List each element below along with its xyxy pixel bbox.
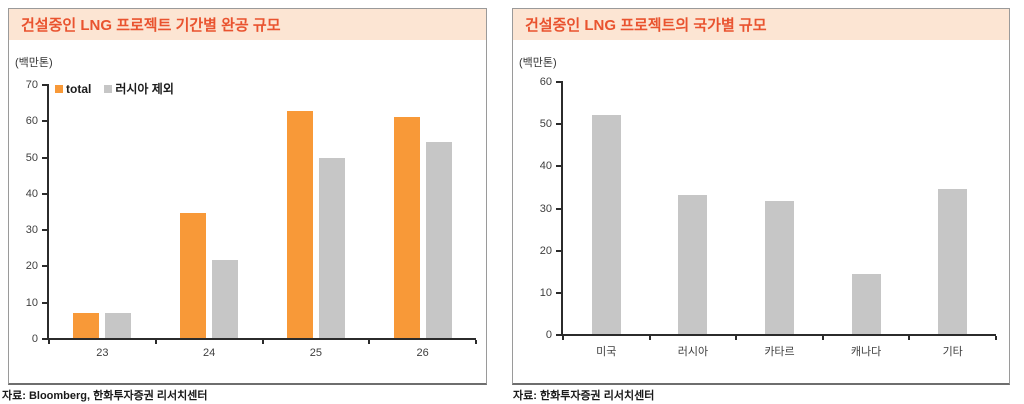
x-category-label: 미국 bbox=[596, 346, 617, 358]
x-tick bbox=[261, 340, 264, 344]
x-tick bbox=[821, 336, 824, 340]
x-tick bbox=[154, 340, 157, 344]
y-tick-label: 60 bbox=[25, 115, 38, 128]
y-tick-label: 60 bbox=[539, 76, 552, 88]
bar-chart-completion-by-year: 0 10 20 30 40 50 60 70 23 24 25 26 bbox=[9, 9, 486, 383]
bar-series0-cat2 bbox=[765, 201, 794, 334]
x-category-label: 26 bbox=[416, 347, 429, 359]
y-tick bbox=[42, 156, 47, 159]
bar-series1-cat3 bbox=[425, 142, 452, 338]
y-tick-label: 50 bbox=[539, 118, 552, 131]
source-note-right: 자료: 한화투자증권 리서치센터 bbox=[513, 390, 655, 402]
x-category-label: 카타르 bbox=[764, 346, 795, 358]
bar-series0-cat1 bbox=[180, 212, 207, 338]
bar-series0-cat2 bbox=[286, 111, 313, 338]
bar-series1-cat0 bbox=[105, 312, 132, 338]
bar-series1-cat1 bbox=[212, 259, 239, 338]
y-tick-label: 20 bbox=[25, 260, 38, 273]
y-tick bbox=[42, 84, 47, 86]
bar-series1-cat2 bbox=[318, 158, 345, 338]
chart-panel-by-country: 건설중인 LNG 프로젝트의 국가별 규모 (백만톤) 0 10 20 30 40 50 6… bbox=[512, 8, 1010, 385]
bar-series0-cat0 bbox=[73, 312, 100, 338]
y-axis-line bbox=[561, 81, 563, 336]
source-note-left: 자료: Bloomberg, 한화투자증권 리서치센터 bbox=[2, 390, 208, 402]
x-tick bbox=[562, 336, 564, 340]
x-category-label: 러시아 bbox=[677, 346, 709, 358]
y-tick bbox=[556, 291, 561, 294]
y-tick bbox=[556, 249, 561, 252]
chart-title-bar-left: 건설중인 LNG 프로젝트 기간별 완공 규모 bbox=[9, 9, 486, 40]
x-tick bbox=[475, 340, 477, 344]
x-category-label: 기타 bbox=[942, 346, 963, 358]
y-axis-unit-label-right: (백만톤) bbox=[519, 57, 557, 69]
y-tick-label: 10 bbox=[539, 286, 552, 299]
bar-series0-cat0 bbox=[591, 114, 621, 334]
legend-swatch-total bbox=[55, 84, 63, 93]
bar-series0-cat4 bbox=[938, 188, 968, 334]
x-tick bbox=[648, 336, 651, 340]
y-tick bbox=[556, 334, 561, 336]
chart-panel-completion-by-year: 건설중인 LNG 프로젝트 기간별 완공 규모 (백만톤) total 러시아 … bbox=[8, 8, 487, 385]
y-axis-unit-label-left: (백만톤) bbox=[15, 57, 53, 69]
y-tick bbox=[42, 265, 47, 268]
chart-title-bar-right: 건설중인 LNG 프로젝트의 국가별 규모 bbox=[513, 9, 1009, 40]
y-axis-line bbox=[47, 84, 49, 340]
y-tick-label: 40 bbox=[25, 187, 38, 200]
y-tick bbox=[42, 338, 47, 340]
y-tick bbox=[42, 120, 47, 123]
y-tick bbox=[556, 81, 561, 83]
bar-chart-by-country: 0 10 20 30 40 50 60 미국 러시아 카타르 캐나다 기타 bbox=[513, 9, 1009, 383]
legend-swatch-ex-russia bbox=[104, 84, 113, 93]
legend-label-ex-russia: 러시아 제외 bbox=[115, 82, 174, 96]
x-axis-line bbox=[47, 338, 476, 340]
x-category-label: 23 bbox=[96, 347, 109, 359]
y-tick-label: 50 bbox=[25, 151, 38, 164]
x-category-label: 캐나다 bbox=[850, 346, 882, 358]
y-tick bbox=[556, 123, 561, 126]
chart-title-right: 건설중인 LNG 프로젝트의 국가별 규모 bbox=[525, 17, 767, 34]
y-tick-label: 20 bbox=[539, 244, 552, 257]
x-tick bbox=[48, 340, 50, 344]
x-axis-line bbox=[561, 334, 996, 336]
legend-item-total: total bbox=[55, 82, 91, 96]
y-tick bbox=[42, 192, 47, 195]
x-tick bbox=[368, 340, 371, 344]
y-tick bbox=[42, 301, 47, 304]
bar-series0-cat3 bbox=[851, 273, 881, 334]
y-tick-label: 0 bbox=[31, 333, 38, 345]
legend-item-ex-russia: 러시아 제외 bbox=[104, 80, 174, 97]
x-tick bbox=[995, 336, 997, 340]
bar-series0-cat1 bbox=[678, 194, 708, 334]
y-tick-label: 30 bbox=[539, 202, 552, 215]
y-tick-label: 10 bbox=[25, 296, 38, 309]
y-tick-label: 0 bbox=[545, 329, 552, 341]
chart-title-left: 건설중인 LNG 프로젝트 기간별 완공 규모 bbox=[21, 17, 281, 34]
x-category-label: 24 bbox=[203, 347, 216, 359]
y-tick bbox=[42, 229, 47, 232]
chart-legend: total 러시아 제외 bbox=[55, 80, 174, 97]
legend-label-total: total bbox=[66, 81, 92, 96]
y-tick-label: 30 bbox=[25, 224, 38, 237]
y-tick bbox=[556, 165, 561, 168]
y-tick-label: 40 bbox=[539, 160, 552, 173]
y-tick-label: 70 bbox=[25, 79, 38, 91]
x-category-label: 25 bbox=[309, 347, 322, 359]
x-tick bbox=[735, 336, 738, 340]
y-tick bbox=[556, 207, 561, 210]
bar-series0-cat3 bbox=[393, 116, 420, 338]
x-tick bbox=[908, 336, 911, 340]
